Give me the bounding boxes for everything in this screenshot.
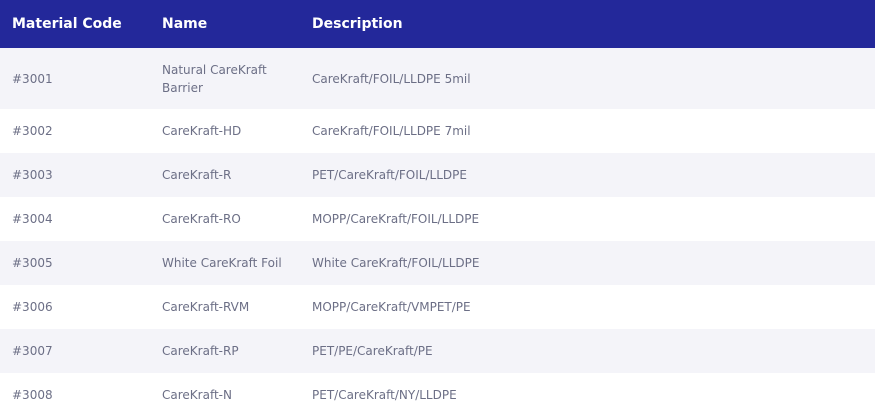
table-header: Material Code Name Description: [0, 0, 875, 48]
material-code-cell: #3003: [0, 153, 150, 197]
header-material-code: Material Code: [0, 0, 150, 48]
name-cell: CareKraft-N: [150, 373, 300, 417]
material-code-cell: #3005: [0, 241, 150, 285]
description-cell: MOPP/CareKraft/FOIL/LLDPE: [300, 197, 875, 241]
table-row: #3003 CareKraft-R PET/CareKraft/FOIL/LLD…: [0, 153, 875, 197]
material-code-cell: #3008: [0, 373, 150, 417]
table-row: #3002 CareKraft-HD CareKraft/FOIL/LLDPE …: [0, 109, 875, 153]
name-cell: CareKraft-RO: [150, 197, 300, 241]
name-cell: CareKraft-R: [150, 153, 300, 197]
name-cell: Natural CareKraft Barrier: [150, 48, 300, 109]
material-code-cell: #3006: [0, 285, 150, 329]
header-description: Description: [300, 0, 875, 48]
table-row: #3008 CareKraft-N PET/CareKraft/NY/LLDPE: [0, 373, 875, 417]
description-cell: CareKraft/FOIL/LLDPE 7mil: [300, 109, 875, 153]
name-cell: CareKraft-HD: [150, 109, 300, 153]
name-cell: CareKraft-RVM: [150, 285, 300, 329]
table-row: #3004 CareKraft-RO MOPP/CareKraft/FOIL/L…: [0, 197, 875, 241]
table-row: #3007 CareKraft-RP PET/PE/CareKraft/PE: [0, 329, 875, 373]
description-cell: MOPP/CareKraft/VMPET/PE: [300, 285, 875, 329]
description-cell: PET/CareKraft/FOIL/LLDPE: [300, 153, 875, 197]
material-code-cell: #3007: [0, 329, 150, 373]
table-row: #3006 CareKraft-RVM MOPP/CareKraft/VMPET…: [0, 285, 875, 329]
table-row: #3005 White CareKraft Foil White CareKra…: [0, 241, 875, 285]
table-body: #3001 Natural CareKraft Barrier CareKraf…: [0, 48, 875, 417]
name-cell: CareKraft-RP: [150, 329, 300, 373]
table-row: #3001 Natural CareKraft Barrier CareKraf…: [0, 48, 875, 109]
header-name: Name: [150, 0, 300, 48]
material-code-cell: #3001: [0, 48, 150, 109]
description-cell: White CareKraft/FOIL/LLDPE: [300, 241, 875, 285]
material-code-cell: #3004: [0, 197, 150, 241]
description-cell: CareKraft/FOIL/LLDPE 5mil: [300, 48, 875, 109]
material-code-cell: #3002: [0, 109, 150, 153]
description-cell: PET/PE/CareKraft/PE: [300, 329, 875, 373]
description-cell: PET/CareKraft/NY/LLDPE: [300, 373, 875, 417]
name-cell: White CareKraft Foil: [150, 241, 300, 285]
